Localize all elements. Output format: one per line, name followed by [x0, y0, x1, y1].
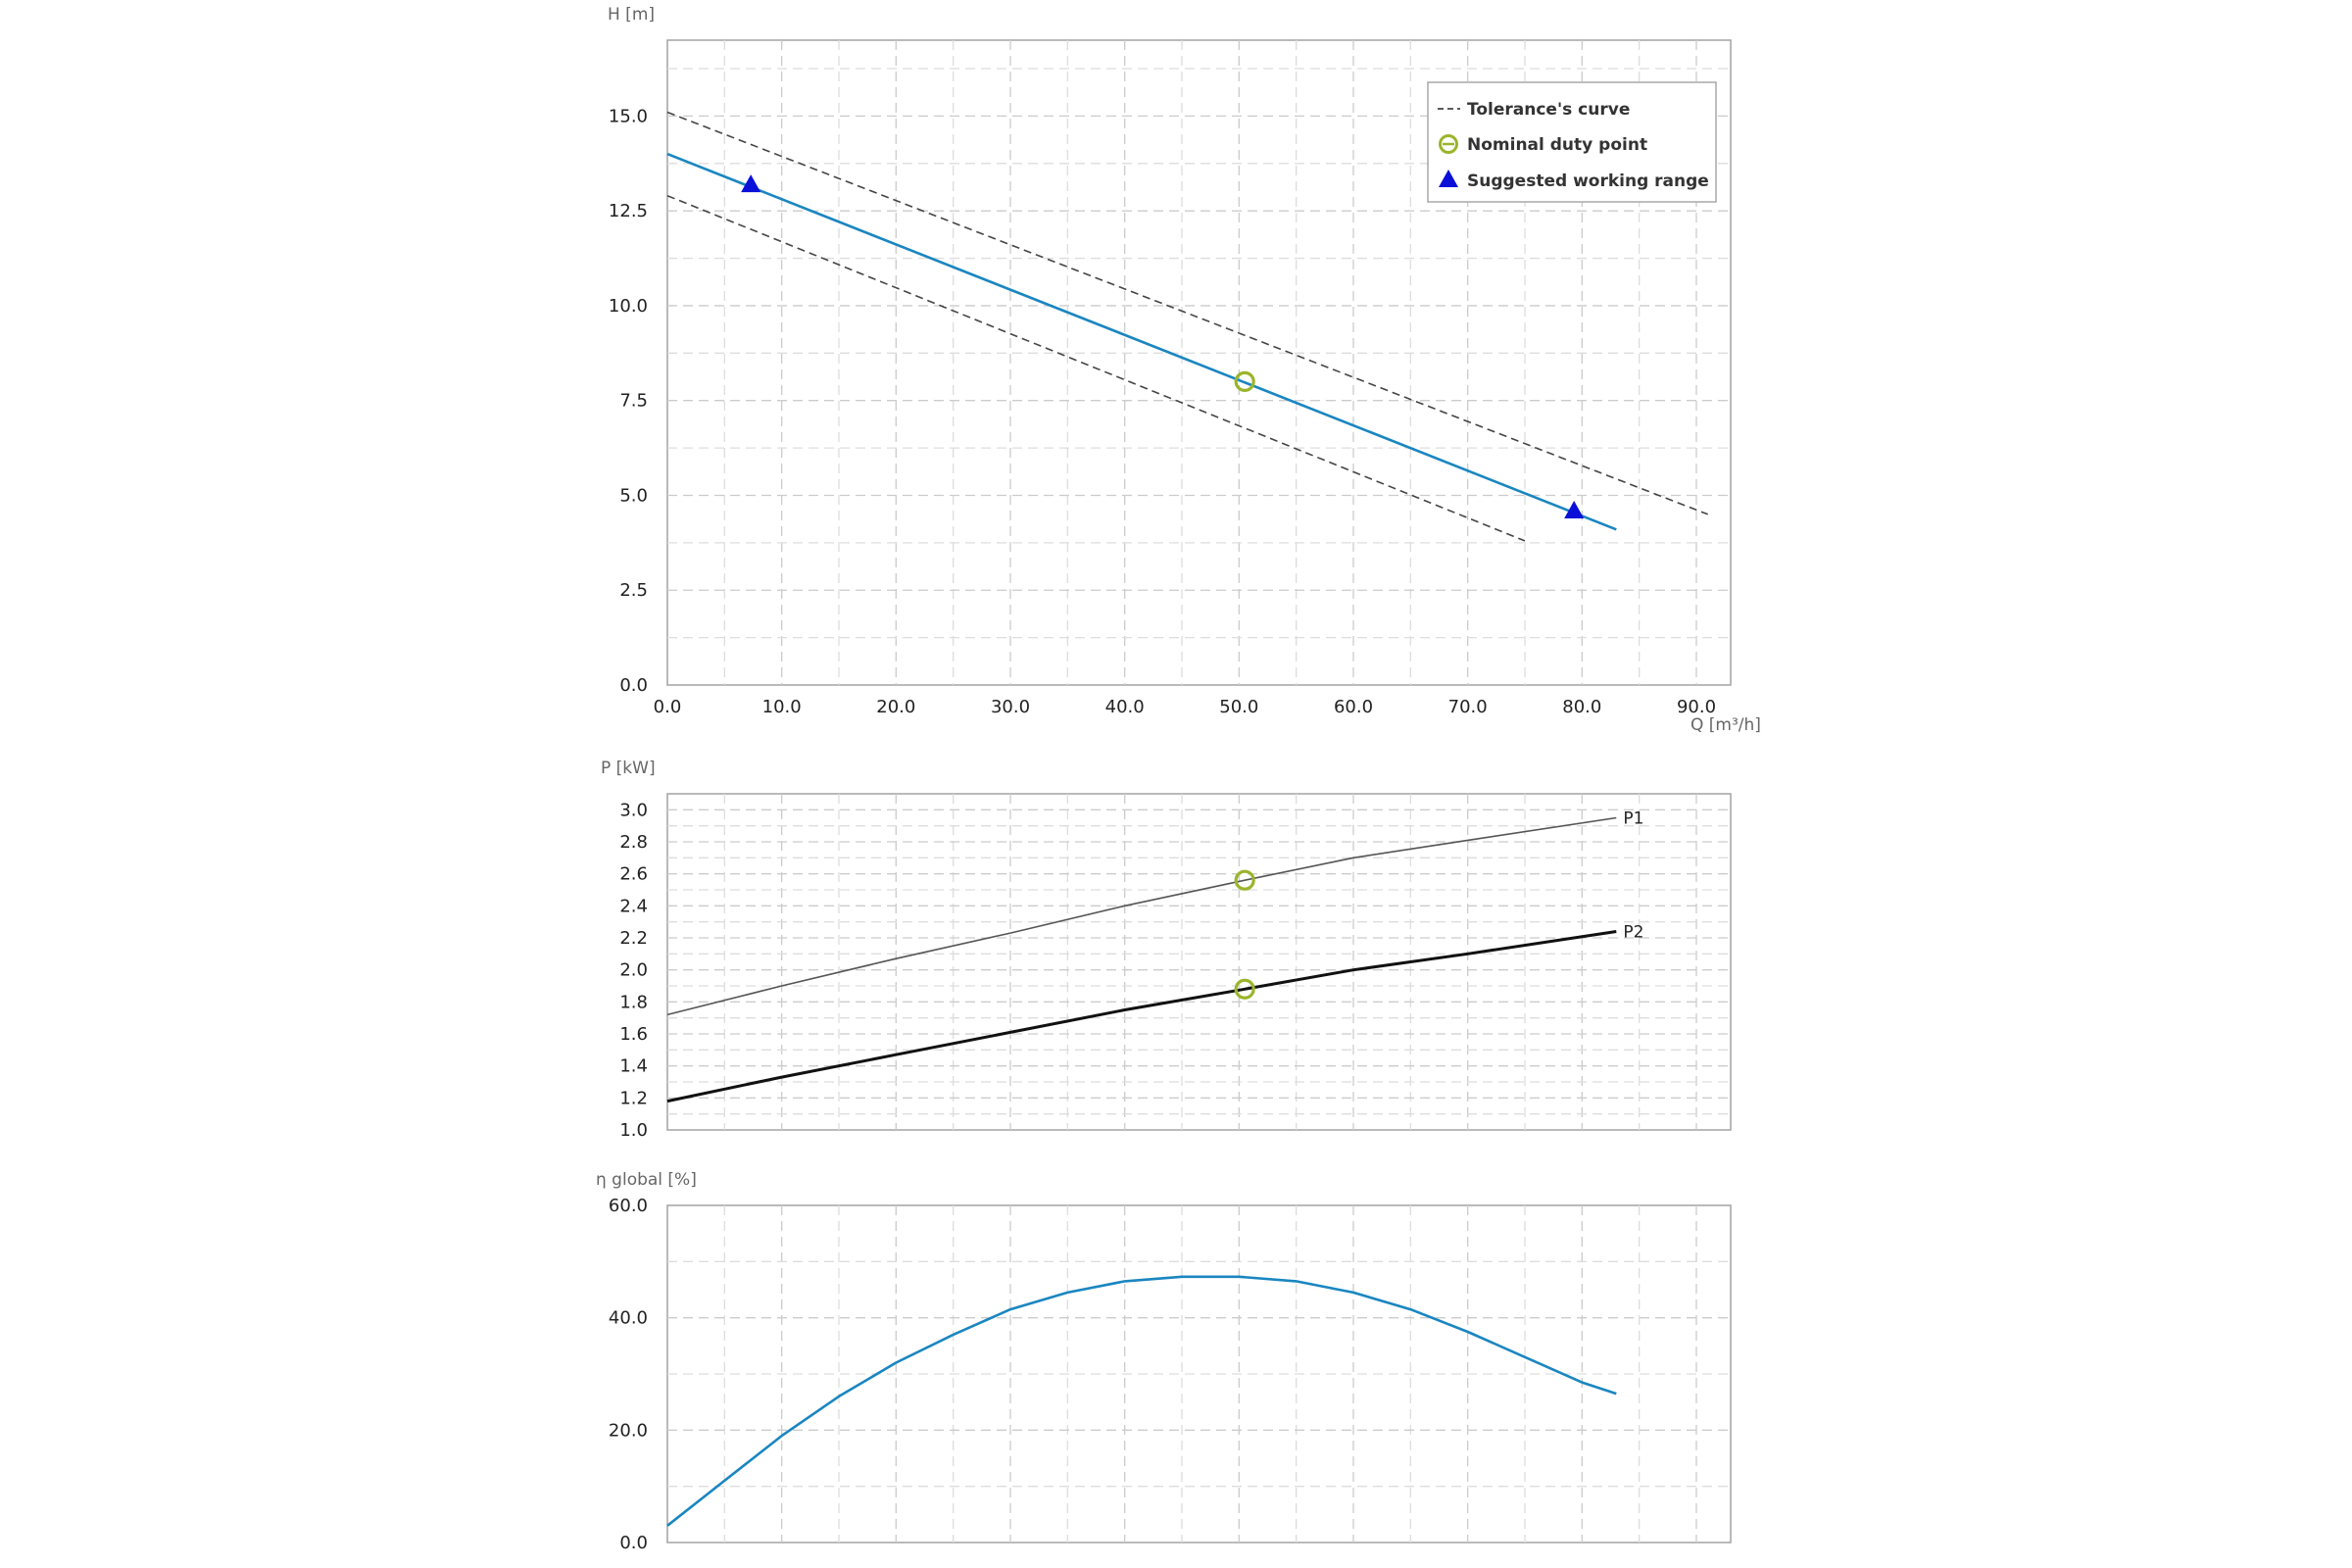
power-series: P1 P2 — [666, 809, 1643, 1103]
head-series — [666, 111, 1708, 542]
eta-line — [666, 1275, 1617, 1527]
y-tick-label: 15.0 — [609, 106, 648, 126]
working-range-marker — [1564, 500, 1585, 518]
x-tick-label: 50.0 — [1219, 697, 1258, 717]
legend-circle-icon — [1439, 134, 1458, 154]
efficiency-series — [666, 1275, 1617, 1527]
x-tick-label: 10.0 — [762, 697, 802, 717]
head-x-axis-label: Q [m³/h] — [1690, 715, 1761, 735]
head-chart: 0.0 2.5 5.0 7.5 10.0 12.5 15.0 0.0 10.0 20.0 30.0 4… — [608, 5, 1761, 735]
y-tick-label: 10.0 — [609, 296, 648, 317]
curve-line — [666, 152, 1617, 531]
efficiency-gridlines — [667, 1205, 1731, 1543]
tol_lower-line — [666, 194, 1526, 542]
x-tick-label: 40.0 — [1105, 697, 1145, 717]
y-tick-label: 3.0 — [619, 800, 648, 820]
duty-point-marker — [1234, 978, 1255, 1000]
y-tick-label: 20.0 — [609, 1420, 648, 1441]
y-tick-label: 7.5 — [619, 391, 648, 412]
legend-triangle-icon — [1439, 170, 1458, 187]
y-tick-label: 1.8 — [619, 992, 648, 1012]
y-tick-label: 1.6 — [619, 1024, 648, 1045]
series-label-p2: P2 — [1623, 922, 1643, 942]
y-tick-label: 2.2 — [619, 928, 648, 949]
power-tick-labels: 1.0 1.2 1.4 1.6 1.8 2.0 2.2 2.4 2.6 2.8 3.0 — [619, 800, 648, 1141]
y-tick-label: 2.8 — [619, 832, 648, 853]
tol_upper-line — [666, 111, 1708, 515]
power-chart: 1.0 1.2 1.4 1.6 1.8 2.0 2.2 2.4 2.6 2.8 3.0 P [kW]… — [601, 759, 1732, 1141]
y-tick-label: 0.0 — [619, 1533, 648, 1553]
y-tick-label: 2.0 — [619, 960, 648, 981]
y-tick-label: 1.2 — [619, 1088, 648, 1108]
x-tick-label: 0.0 — [654, 697, 682, 717]
head-plot-frame — [666, 39, 1732, 686]
p2-line — [666, 930, 1617, 1103]
duty-point-marker — [1234, 869, 1255, 891]
legend-item-tolerance: Tolerance's curve — [1467, 100, 1630, 120]
y-tick-label: 12.5 — [609, 201, 648, 221]
y-tick-label: 1.4 — [619, 1056, 648, 1077]
efficiency-tick-labels: 0.0 20.0 40.0 60.0 — [609, 1196, 648, 1553]
p1-line — [666, 816, 1617, 1016]
power-plot-frame — [666, 793, 1732, 1131]
head-legend: Tolerance's curve Nominal duty point Sug… — [1427, 81, 1717, 203]
x-tick-label: 60.0 — [1334, 697, 1373, 717]
working-range-marker — [741, 174, 761, 193]
efficiency-chart: 0.0 20.0 40.0 60.0 η global [%] — [596, 1170, 1732, 1553]
head-y-axis-label: H [m] — [608, 5, 655, 24]
x-tick-label: 80.0 — [1562, 697, 1601, 717]
power-gridlines — [667, 794, 1731, 1130]
x-tick-label: 20.0 — [876, 697, 915, 717]
x-tick-label: 70.0 — [1448, 697, 1488, 717]
legend-item-duty-point: Nominal duty point — [1467, 135, 1647, 155]
legend-item-working-range: Suggested working range — [1467, 172, 1709, 191]
efficiency-y-axis-label: η global [%] — [596, 1170, 697, 1190]
x-tick-label: 90.0 — [1677, 697, 1716, 717]
y-tick-label: 5.0 — [619, 485, 648, 506]
y-tick-label: 2.5 — [619, 580, 648, 601]
duty-point-marker — [1234, 370, 1255, 392]
y-tick-label: 60.0 — [609, 1196, 648, 1216]
power-y-axis-label: P [kW] — [601, 759, 656, 778]
y-tick-label: 2.4 — [619, 896, 648, 916]
y-tick-label: 2.6 — [619, 864, 648, 885]
y-tick-label: 40.0 — [609, 1308, 648, 1329]
x-tick-label: 30.0 — [991, 697, 1030, 717]
y-tick-label: 0.0 — [619, 675, 648, 696]
legend-box — [1427, 81, 1717, 203]
series-label-p1: P1 — [1623, 809, 1643, 829]
y-tick-label: 1.0 — [619, 1120, 648, 1141]
head-tick-labels: 0.0 2.5 5.0 7.5 10.0 12.5 15.0 0.0 10.0 20.0 30.0 4… — [609, 106, 1716, 717]
head-gridlines — [667, 40, 1731, 685]
